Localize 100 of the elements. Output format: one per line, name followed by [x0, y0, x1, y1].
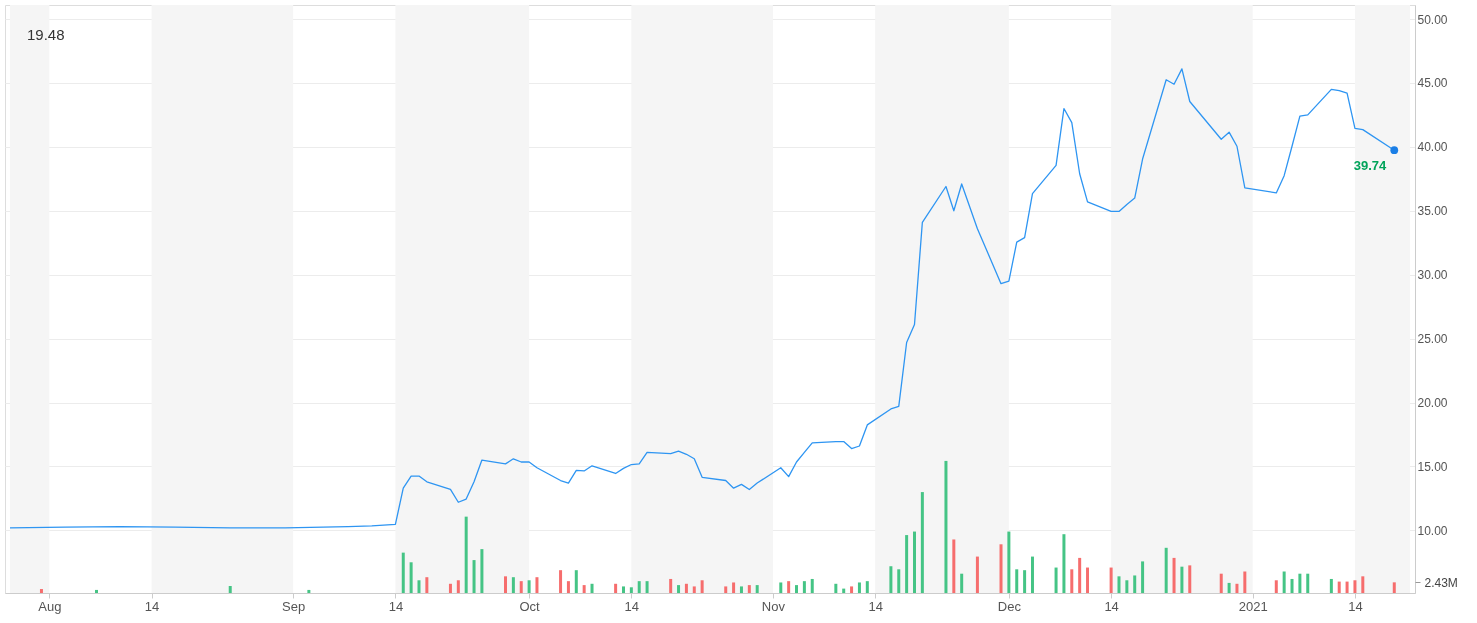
bar: [1361, 576, 1365, 593]
bar: [519, 581, 523, 593]
x-tick-label: Sep: [282, 598, 306, 614]
bar: [1392, 582, 1396, 593]
bar: [566, 581, 570, 593]
x-tick-label: Nov: [761, 598, 786, 614]
y2-tick-label: 2.43M: [1424, 575, 1458, 590]
bar: [787, 581, 791, 593]
annotation: 39.74: [1353, 158, 1388, 174]
bar: [39, 589, 43, 593]
bar: [456, 580, 460, 593]
bar: [637, 581, 641, 593]
bar: [1030, 556, 1034, 593]
bar: [850, 586, 854, 593]
y-tick-label: 45.00: [1417, 76, 1448, 91]
x-tick-label: Aug: [38, 598, 62, 614]
bar: [802, 581, 806, 593]
bar: [401, 552, 405, 593]
bar: [1023, 570, 1027, 593]
bar: [857, 582, 861, 593]
bar: [692, 586, 696, 593]
bar: [1235, 583, 1239, 593]
bar: [614, 583, 618, 593]
bar: [732, 582, 736, 593]
x-tick-label: 14: [388, 598, 404, 614]
bar: [511, 577, 515, 593]
bar: [1062, 534, 1066, 593]
bar: [1164, 547, 1168, 593]
bar: [1290, 578, 1294, 593]
bar: [779, 582, 783, 593]
bar: [747, 585, 751, 593]
x-tick-label: 14: [624, 598, 640, 614]
bar: [504, 576, 508, 593]
bar: [1141, 561, 1145, 593]
bar: [684, 583, 688, 593]
bar: [842, 588, 846, 593]
bar: [590, 583, 594, 593]
bar: [1337, 581, 1341, 593]
bar: [889, 566, 893, 593]
bar: [1078, 557, 1082, 593]
bar: [724, 586, 728, 593]
bar: [1117, 576, 1121, 593]
bar: [629, 587, 633, 593]
bar: [1345, 581, 1349, 593]
bar: [975, 556, 979, 593]
bar: [897, 569, 901, 593]
bar: [1109, 567, 1113, 593]
bar: [559, 570, 563, 593]
bar: [425, 577, 429, 593]
bar: [582, 585, 586, 593]
bar: [944, 460, 948, 593]
bar: [1180, 566, 1184, 593]
bar: [960, 573, 964, 593]
y-tick-label: 50.00: [1417, 12, 1448, 27]
bar: [1227, 582, 1231, 593]
x-tick-label: Oct: [519, 598, 541, 614]
y-tick-label: 10.00: [1417, 523, 1448, 538]
bar: [1086, 567, 1090, 593]
bar: [1298, 573, 1302, 593]
y-tick-label: 15.00: [1417, 459, 1448, 474]
bar: [574, 570, 578, 593]
bar: [448, 583, 452, 593]
bar: [834, 583, 838, 593]
bar: [417, 580, 421, 593]
y-tick-label: 25.00: [1417, 332, 1448, 347]
bar: [920, 492, 924, 593]
x-tick-label: 14: [1104, 598, 1119, 614]
bar: [480, 549, 484, 593]
bar: [1015, 569, 1019, 593]
bar: [1282, 571, 1286, 593]
bar: [1329, 578, 1333, 593]
bar: [1243, 571, 1247, 593]
bar: [95, 589, 99, 593]
x-tick-label: Dec: [997, 598, 1022, 614]
bar: [1070, 569, 1074, 593]
bar: [645, 581, 649, 593]
x-tick-label: 14: [1348, 598, 1363, 614]
bar: [912, 531, 916, 593]
x-tick-label: 14: [868, 598, 883, 614]
bar: [307, 589, 311, 593]
bar: [409, 562, 413, 593]
bar: [755, 585, 759, 593]
bar: [669, 578, 673, 593]
y-tick-label: 35.00: [1417, 204, 1448, 219]
y-tick-label: 30.00: [1417, 268, 1448, 283]
y-tick-label: 40.00: [1417, 140, 1448, 155]
bar: [739, 586, 743, 593]
bar: [952, 539, 956, 593]
bar: [472, 560, 476, 593]
bar: [1007, 531, 1011, 593]
bar: [905, 535, 909, 593]
bar: [1054, 567, 1058, 593]
bar: [228, 585, 232, 593]
bar: [1172, 557, 1176, 593]
x-tick-label: 14: [144, 598, 160, 614]
bar: [999, 544, 1003, 593]
bar: [1125, 580, 1129, 593]
bar: [677, 585, 681, 593]
bar: [795, 585, 799, 593]
bar: [464, 516, 468, 593]
